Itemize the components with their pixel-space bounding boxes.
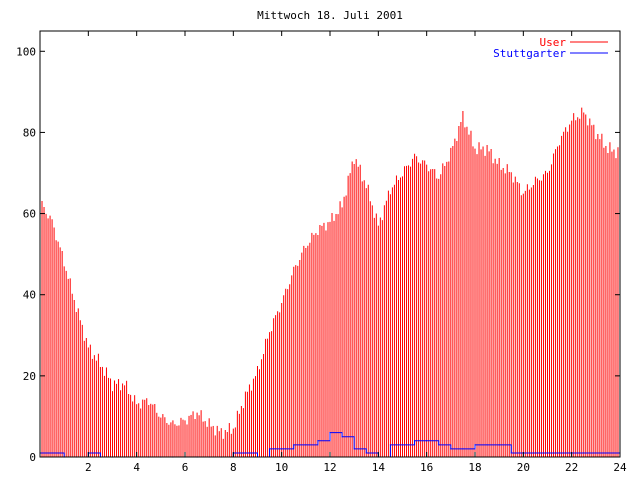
stuttgarter-point <box>486 444 488 446</box>
legend: User Stuttgarter <box>493 36 608 60</box>
stuttgarter-point <box>546 452 549 454</box>
y-tick-label-20: 20 <box>23 370 36 383</box>
stuttgarter-point <box>498 444 500 446</box>
chart-title: Mittwoch 18. Juli 2001 <box>257 9 403 22</box>
stuttgarter-point <box>534 452 537 454</box>
stuttgarter-point <box>317 440 319 442</box>
stuttgarter-point <box>305 444 307 446</box>
stuttgarter-point <box>426 440 428 442</box>
x-tick-label-14: 14 <box>372 461 386 474</box>
stuttgarter-point <box>51 452 53 454</box>
y-tick-label-60: 60 <box>23 208 36 221</box>
x-tick-label-24: 24 <box>613 461 627 474</box>
stuttgarter-point <box>268 448 271 450</box>
stuttgarter-point <box>474 444 476 446</box>
stuttgarter-point <box>365 452 367 454</box>
stuttgarter-point <box>450 448 452 450</box>
x-tick-label-22: 22 <box>565 461 578 474</box>
stuttgarter-point <box>244 452 247 454</box>
y-tick-label-40: 40 <box>23 289 36 302</box>
y-tick-label-0: 0 <box>29 451 36 464</box>
x-tick-label-18: 18 <box>468 461 481 474</box>
x-tick-label-12: 12 <box>323 461 336 474</box>
x-axis: 2 4 6 8 10 12 14 16 18 20 22 24 <box>85 31 627 474</box>
stuttgarter-point <box>329 432 331 434</box>
stuttgarter-point <box>510 452 512 454</box>
x-tick-label-2: 2 <box>85 461 92 474</box>
stuttgarter-point <box>583 452 585 454</box>
stuttgarter-point <box>462 448 464 450</box>
stuttgarter-point <box>293 444 295 446</box>
legend-label-stuttgarter: Stuttgarter <box>493 47 566 60</box>
stuttgarter-point <box>353 448 355 450</box>
y-tick-label-100: 100 <box>16 45 36 58</box>
x-tick-label-16: 16 <box>420 461 433 474</box>
stuttgarter-point <box>341 436 343 438</box>
x-tick-label-4: 4 <box>133 461 140 474</box>
stuttgarter-point <box>413 440 416 442</box>
stuttgarter-point <box>607 452 609 454</box>
x-tick-label-20: 20 <box>517 461 530 474</box>
stuttgarter-point <box>389 444 392 446</box>
x-tick-label-6: 6 <box>182 461 189 474</box>
stuttgarter-point <box>558 452 561 454</box>
stuttgarter-point <box>595 452 597 454</box>
x-tick-label-10: 10 <box>275 461 288 474</box>
stuttgarter-point <box>281 448 283 450</box>
y-tick-label-80: 80 <box>23 126 36 139</box>
x-tick-label-8: 8 <box>230 461 237 474</box>
stuttgarter-point <box>401 444 404 446</box>
legend-label-user: User <box>540 36 567 49</box>
series-user-bars <box>39 107 621 457</box>
y-axis: 0 20 40 60 80 100 <box>16 45 620 464</box>
stuttgarter-point <box>438 444 440 446</box>
